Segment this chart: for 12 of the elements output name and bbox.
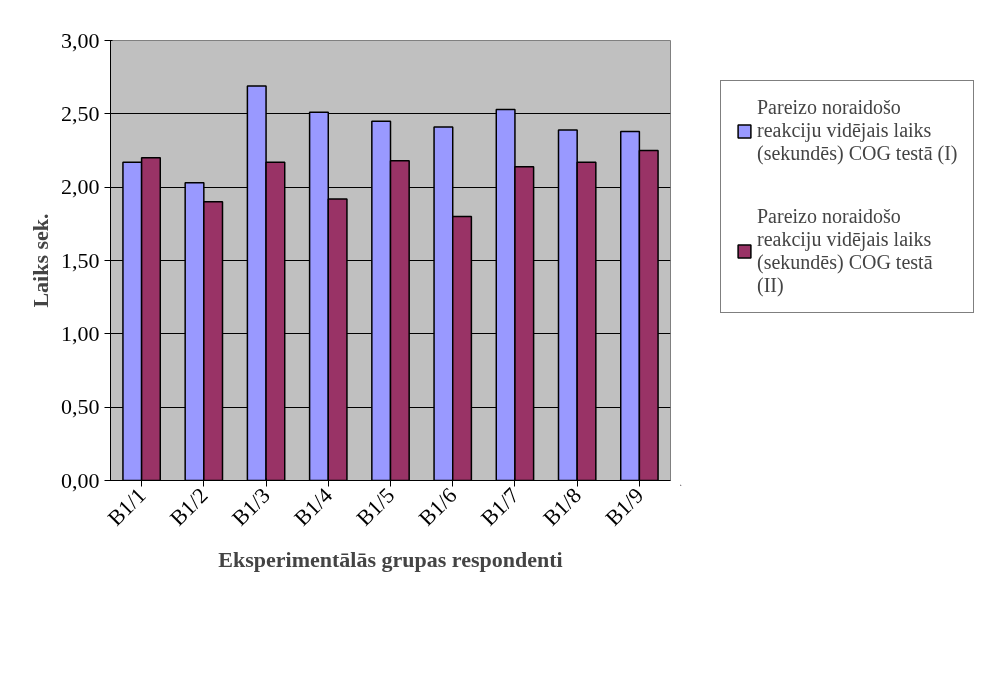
- y-tick-label: 3,00: [61, 27, 100, 53]
- y-tick-label: 0,00: [61, 467, 100, 493]
- y-tick-label: 0,50: [61, 394, 100, 420]
- y-tick-label: 2,00: [61, 174, 100, 200]
- x-axis-title: Eksperimentālās grupas respondenti: [218, 547, 563, 573]
- legend-label: Pareizo noraidošo reakciju vidējais laiks (sekundēs) COG testā (I): [757, 96, 958, 165]
- legend-label: Pareizo noraidošo reakciju vidējais laiks (sekundēs) COG testā (II): [757, 205, 933, 297]
- y-tick-label: 2,50: [61, 100, 100, 126]
- x-tick-label: B1/9: [600, 482, 649, 531]
- y-axis-title: Laiks sek.: [28, 213, 53, 308]
- y-tick-label: 1,00: [61, 320, 100, 346]
- y-tick-label: 1,50: [61, 247, 100, 273]
